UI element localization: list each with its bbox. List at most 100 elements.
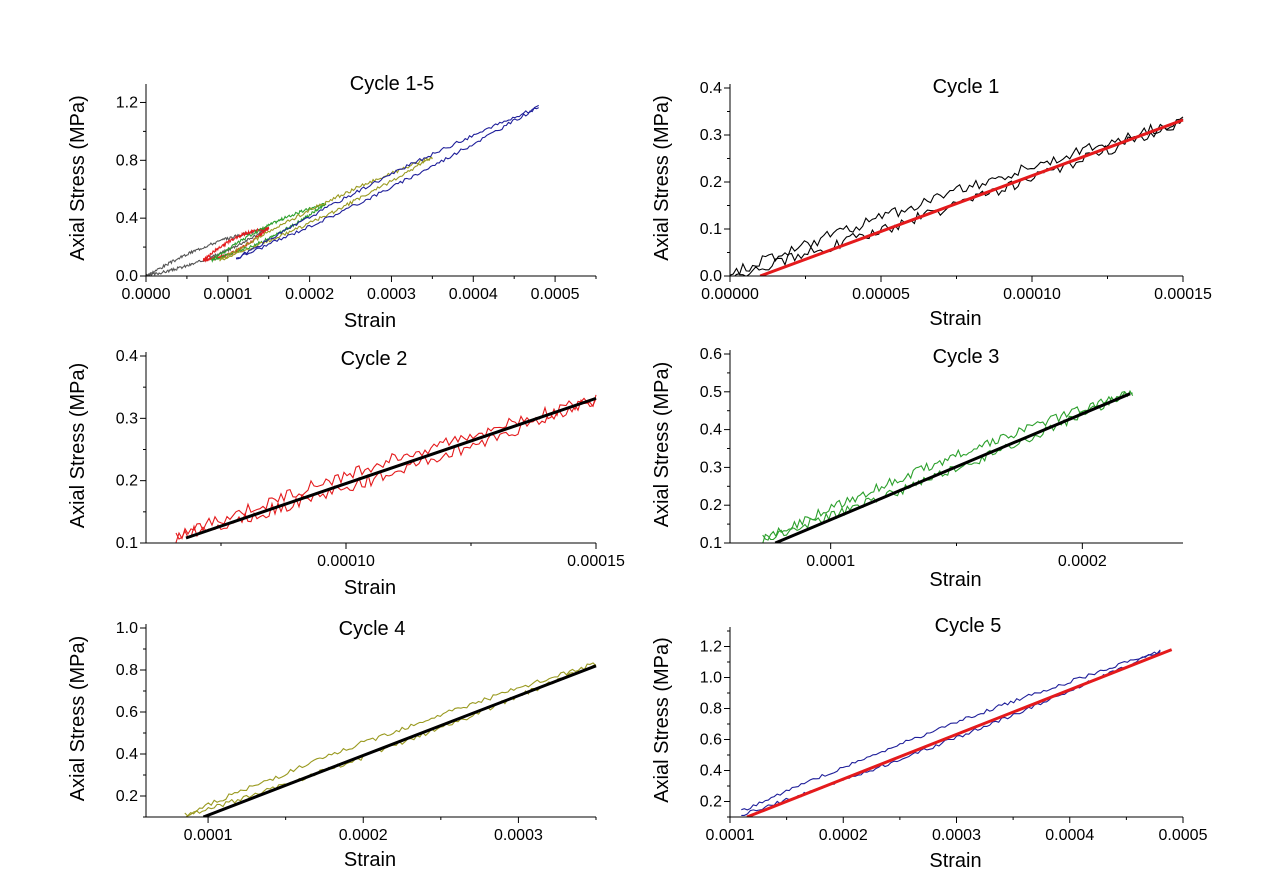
x-tick-label: 0.0005 xyxy=(1159,827,1208,844)
chart-title: Cycle 5 xyxy=(935,615,1002,637)
x-axis-label: Strain xyxy=(929,850,981,872)
plot-area xyxy=(146,104,539,276)
y-tick-label: 0.3 xyxy=(116,410,138,427)
y-axis-label: Axial Stress (MPa) xyxy=(67,636,89,802)
x-tick-label: 0.0000 xyxy=(122,286,171,303)
y-tick-label: 0.2 xyxy=(700,794,722,811)
y-tick-label: 0.1 xyxy=(700,221,722,238)
x-tick-label: 0.0002 xyxy=(339,827,388,844)
series-loop-upper xyxy=(733,116,1184,276)
plot-area xyxy=(175,394,597,543)
chart-panel: 0.00010 0.00015 0.1 0.2 0.3 0.4 Cycle 2 Strain A… xyxy=(67,348,625,599)
plot-area xyxy=(762,389,1134,543)
y-tick-label: 1.2 xyxy=(700,639,722,656)
x-tick-label: 0.0005 xyxy=(531,286,580,303)
plot-area xyxy=(741,648,1173,817)
chart-panel: 0.00000 0.00005 0.00010 0.00015 0.0 0.1 0.2 0.3… xyxy=(651,76,1212,330)
fit-line xyxy=(202,664,597,817)
series-loop-lower xyxy=(210,202,327,263)
y-tick-label: 1.0 xyxy=(700,670,722,687)
x-axis-label: Strain xyxy=(344,849,396,871)
x-tick-label: 0.00000 xyxy=(701,286,759,303)
y-tick-label: 0.1 xyxy=(700,535,722,552)
x-tick-label: 0.00010 xyxy=(317,553,375,570)
x-axis-label: Strain xyxy=(929,308,981,330)
y-tick-label: 0.6 xyxy=(700,346,722,363)
series-loop-upper xyxy=(175,397,597,543)
y-tick-label: 0.3 xyxy=(700,459,722,476)
y-axis-label: Axial Stress (MPa) xyxy=(651,95,673,261)
x-tick-label: 0.00015 xyxy=(1154,286,1212,303)
x-tick-label: 0.0003 xyxy=(932,827,981,844)
series-loop-upper xyxy=(211,203,327,261)
y-tick-label: 0.4 xyxy=(700,80,722,97)
y-tick-label: 0.6 xyxy=(116,704,138,721)
x-tick-label: 0.00010 xyxy=(1003,286,1061,303)
chart-panel: 0.0001 0.0002 0.0003 0.2 0.4 0.6 0.8 1.0 Cycle 4… xyxy=(67,618,597,871)
x-axis-label: Strain xyxy=(929,569,981,591)
y-axis-label: Axial Stress (MPa) xyxy=(67,363,89,529)
chart-title: Cycle 1 xyxy=(933,76,1000,98)
y-tick-label: 0.4 xyxy=(700,763,722,780)
x-tick-label: 0.0004 xyxy=(1045,827,1094,844)
x-tick-label: 0.0001 xyxy=(706,827,755,844)
x-axis-label: Strain xyxy=(344,577,396,599)
x-tick-label: 0.0001 xyxy=(184,827,233,844)
y-tick-label: 0.6 xyxy=(700,732,722,749)
y-tick-label: 0.0 xyxy=(700,268,722,285)
fit-line xyxy=(746,648,1173,817)
y-tick-label: 0.1 xyxy=(116,535,138,552)
x-tick-label: 0.0004 xyxy=(449,286,498,303)
x-tick-label: 0.0001 xyxy=(203,286,252,303)
chart-title: Cycle 4 xyxy=(339,618,406,640)
series-loop-upper xyxy=(184,662,597,817)
y-tick-label: 0.8 xyxy=(116,152,138,169)
series-loop-lower xyxy=(175,394,597,540)
series-loop-upper xyxy=(202,226,270,262)
series-loop-upper xyxy=(235,107,539,259)
chart-title: Cycle 3 xyxy=(933,346,1000,368)
y-axis-label: Axial Stress (MPa) xyxy=(651,362,673,528)
plot-area xyxy=(184,662,597,817)
series-loop-upper xyxy=(762,391,1133,541)
y-tick-label: 0.2 xyxy=(116,788,138,805)
x-tick-label: 0.0002 xyxy=(819,827,868,844)
fit-line xyxy=(185,396,597,540)
y-tick-label: 0.8 xyxy=(116,662,138,679)
x-tick-label: 0.0002 xyxy=(1058,553,1107,570)
y-tick-label: 0.2 xyxy=(700,174,722,191)
y-tick-label: 0.0 xyxy=(116,268,138,285)
y-tick-label: 0.4 xyxy=(116,210,138,227)
fit-line xyxy=(759,118,1184,276)
y-tick-label: 0.4 xyxy=(116,746,138,763)
x-tick-label: 0.0001 xyxy=(806,553,855,570)
fit-line xyxy=(774,392,1131,543)
chart-panel: 0.0001 0.0002 0.0003 0.0004 0.0005 0.2 0.4 0.6 0… xyxy=(651,615,1208,872)
y-axis-label: Axial Stress (MPa) xyxy=(651,637,673,803)
y-tick-label: 0.2 xyxy=(116,473,138,490)
y-tick-label: 0.8 xyxy=(700,701,722,718)
x-tick-label: 0.0002 xyxy=(285,286,334,303)
y-tick-label: 1.0 xyxy=(116,620,138,637)
plot-area xyxy=(730,116,1184,276)
x-tick-label: 0.0003 xyxy=(494,827,543,844)
x-tick-label: 0.00005 xyxy=(852,286,910,303)
chart-title: Cycle 1-5 xyxy=(350,73,434,95)
x-axis-label: Strain xyxy=(344,310,396,332)
chart-panel: 0.0000 0.0001 0.0002 0.0003 0.0004 0.0005 0.0 0… xyxy=(67,73,597,332)
series-loop-lower xyxy=(219,155,433,262)
series-loop-upper xyxy=(219,156,433,260)
y-tick-label: 0.4 xyxy=(116,348,138,365)
x-tick-label: 0.0003 xyxy=(367,286,416,303)
series-loop-upper xyxy=(741,649,1161,811)
x-tick-label: 0.00015 xyxy=(567,553,625,570)
y-tick-label: 0.3 xyxy=(700,127,722,144)
y-tick-label: 1.2 xyxy=(116,94,138,111)
y-tick-label: 0.2 xyxy=(700,497,722,514)
chart-panel: 0.0001 0.0002 0.1 0.2 0.3 0.4 0.5 0.6 Cycle 3 Str… xyxy=(651,346,1183,591)
chart-title: Cycle 2 xyxy=(341,348,408,370)
y-axis-label: Axial Stress (MPa) xyxy=(67,95,89,261)
series-loop-lower xyxy=(235,104,539,260)
series-loop-lower xyxy=(741,650,1161,816)
